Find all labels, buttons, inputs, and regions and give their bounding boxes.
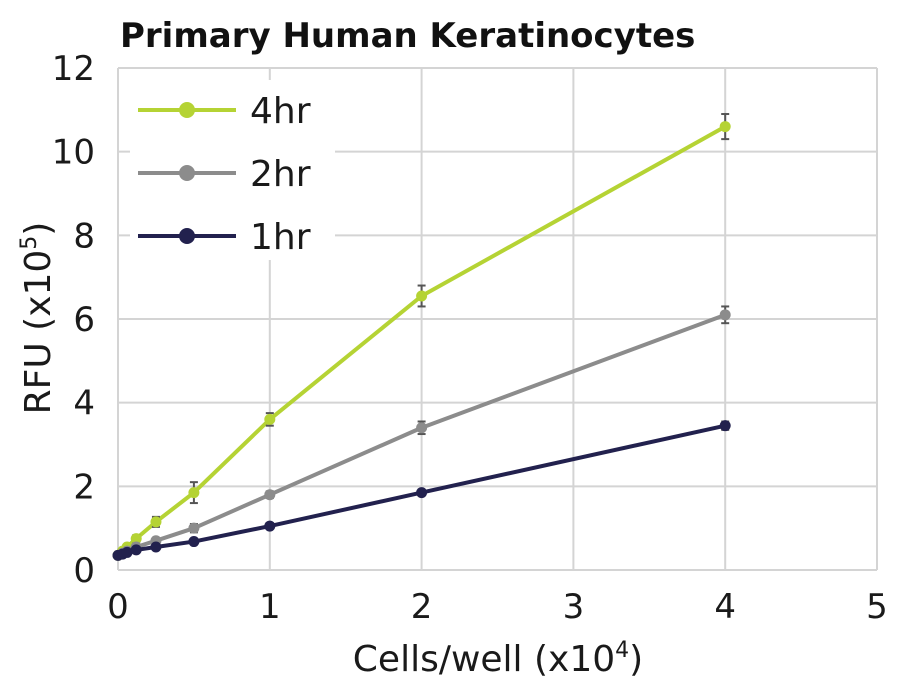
legend-label: 1hr [250, 217, 311, 258]
data-point [130, 544, 142, 556]
y-axis-label-close: ) [18, 222, 59, 236]
x-axis-label: Cells/well (x104) [353, 638, 643, 680]
legend-swatch-marker [179, 165, 195, 181]
data-point [121, 546, 133, 558]
y-tick-label: 8 [73, 216, 95, 256]
data-point [719, 121, 731, 133]
y-tick-label: 0 [73, 551, 95, 591]
data-point [150, 516, 162, 528]
legend-swatch-marker [179, 228, 195, 244]
data-point [264, 520, 276, 532]
data-point [719, 309, 731, 321]
legend-label: 2hr [250, 154, 311, 195]
legend-swatch-marker [179, 102, 195, 118]
data-point [264, 489, 276, 501]
data-point [188, 487, 200, 499]
series-lines [112, 113, 731, 561]
x-tick-label: 1 [259, 587, 281, 627]
x-axis-label-exponent: 4 [615, 638, 629, 663]
x-axis-label-close: ) [629, 639, 643, 680]
x-tick-label: 4 [714, 587, 736, 627]
data-point [416, 487, 428, 499]
x-tick-label: 2 [411, 587, 433, 627]
y-axis-label-exponent: 5 [17, 236, 42, 250]
y-axis-label: RFU (x105) [17, 222, 59, 415]
data-point [416, 422, 428, 434]
data-point [719, 420, 731, 432]
series-1hr [112, 420, 731, 561]
data-point [130, 533, 142, 545]
y-axis-label-base: RFU (x10 [18, 250, 59, 415]
legend-label: 4hr [250, 91, 311, 132]
y-tick-label: 6 [73, 300, 95, 340]
data-point [416, 290, 428, 302]
legend: 4hr 2hr 1hr [130, 80, 335, 260]
y-tick-label: 10 [52, 133, 95, 173]
data-point [264, 413, 276, 425]
x-tick-label: 5 [866, 587, 888, 627]
x-axis-label-base: Cells/well (x10 [353, 639, 615, 680]
y-tick-label: 2 [73, 467, 95, 507]
chart-title: Primary Human Keratinocytes [120, 16, 695, 56]
data-point [188, 522, 200, 534]
data-point [150, 541, 162, 553]
y-tick-label: 4 [73, 384, 95, 424]
data-point [188, 536, 200, 548]
y-tick-label: 12 [52, 49, 95, 89]
x-tick-label: 3 [563, 587, 585, 627]
x-tick-label: 0 [107, 587, 129, 627]
